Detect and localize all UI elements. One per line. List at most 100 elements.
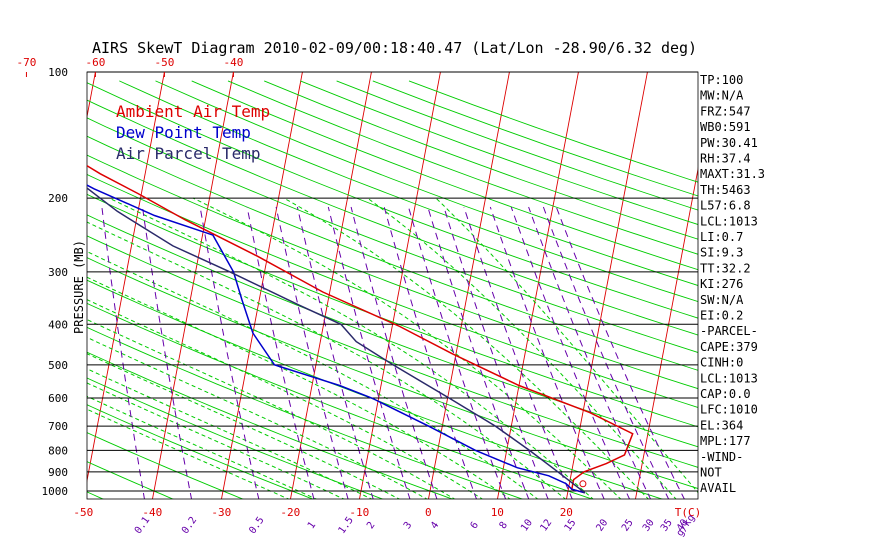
top-temperature-tick-label: -70 bbox=[17, 56, 37, 69]
stat-line: MPL:177 bbox=[700, 434, 751, 448]
dry-adiabat-line bbox=[155, 80, 698, 286]
mixing-ratio-tick-label: 35 bbox=[659, 517, 675, 533]
mixing-ratio-tick-label: 1 bbox=[306, 520, 318, 531]
stat-line: MW:N/A bbox=[700, 89, 744, 103]
dry-adiabat-line bbox=[0, 81, 35, 500]
moist-adiabat-line bbox=[87, 221, 567, 499]
top-temperature-tick-label: -60 bbox=[86, 56, 106, 69]
mixing-ratio-line bbox=[199, 206, 260, 499]
isotherm-line bbox=[221, 72, 303, 499]
stat-line: CINH:0 bbox=[700, 356, 743, 370]
moist-adiabat-line bbox=[87, 319, 456, 499]
stat-line: LFC:1010 bbox=[700, 403, 758, 417]
mixing-ratio-tick-label: 15 bbox=[563, 517, 579, 533]
dry-adiabat-line bbox=[87, 214, 698, 448]
mixing-ratio-tick-label: 0.2 bbox=[180, 515, 199, 536]
mixing-ratio-line bbox=[510, 206, 631, 499]
mixing-ratio-line bbox=[443, 206, 549, 499]
bottom-temperature-tick-label: 20 bbox=[560, 506, 573, 519]
stat-line: SW:N/A bbox=[700, 293, 744, 307]
stat-line: WB0:591 bbox=[700, 120, 751, 134]
dry-adiabat-line bbox=[87, 461, 174, 499]
surface-marker bbox=[579, 480, 587, 488]
dry-adiabat-line bbox=[87, 257, 698, 490]
dry-adiabat-line bbox=[87, 302, 594, 499]
chart-title: AIRS SkewT Diagram 2010-02-09/00:18:40.4… bbox=[92, 39, 697, 57]
top-temperature-tick-label: -40 bbox=[224, 56, 244, 69]
moist-adiabat-line bbox=[435, 197, 698, 494]
moist-adiabat-line bbox=[87, 353, 401, 499]
dry-adiabat-line bbox=[87, 82, 698, 319]
stat-line: -WIND- bbox=[700, 450, 743, 464]
mixing-ratio-line bbox=[246, 206, 315, 499]
moist-adiabat-line bbox=[87, 250, 539, 499]
legend: Ambient Air Temp Dew Point Temp Air Parcel… bbox=[116, 102, 270, 163]
bottom-temperature-tick-label: 0 bbox=[425, 506, 432, 519]
dry-adiabat-line bbox=[87, 154, 698, 390]
dry-adiabat-line bbox=[87, 326, 524, 499]
dry-adiabat-line bbox=[87, 193, 698, 428]
stat-line: TT:32.2 bbox=[700, 261, 751, 275]
dry-adiabat-line bbox=[87, 135, 698, 371]
series-line bbox=[87, 164, 634, 494]
pressure-tick-label: 800 bbox=[48, 444, 68, 457]
axis-ticks: 1000900800700600500400300200100-120-110-… bbox=[17, 56, 702, 539]
isotherm-line bbox=[773, 63, 856, 500]
legend-entry: Ambient Air Temp bbox=[116, 102, 270, 121]
dry-adiabat-line bbox=[87, 99, 698, 336]
moist-adiabat-line bbox=[283, 197, 649, 499]
pressure-tick-label: 700 bbox=[48, 420, 68, 433]
pressure-tick-label: 500 bbox=[48, 359, 68, 372]
x-unit-label: T(C) bbox=[675, 506, 702, 519]
pressure-tick-label: 400 bbox=[48, 318, 68, 331]
mixing-ratio-tick-label: 12 bbox=[538, 517, 554, 533]
moist-adiabat-line bbox=[87, 408, 290, 499]
dry-adiabat-line bbox=[300, 80, 698, 225]
dry-adiabat-line bbox=[87, 491, 105, 499]
stat-line: TH:5463 bbox=[700, 183, 751, 197]
stat-line: -PARCEL- bbox=[700, 324, 758, 338]
stat-line: FRZ:547 bbox=[700, 104, 751, 118]
isobar-lines bbox=[86, 71, 699, 500]
pressure-tick-label: 100 bbox=[48, 66, 68, 79]
mixing-ratio-tick-label: 6 bbox=[469, 520, 481, 531]
stat-line: LCL:1013 bbox=[700, 214, 758, 228]
isotherm-line bbox=[87, 72, 165, 483]
dry-adiabat-line bbox=[227, 80, 698, 255]
stat-line: TP:100 bbox=[700, 73, 743, 87]
dry-adiabat-line bbox=[87, 432, 244, 499]
stat-line: EI:0.2 bbox=[700, 309, 743, 323]
dry-adiabat-line bbox=[87, 235, 698, 468]
mixing-ratio-line bbox=[408, 206, 507, 499]
mixing-ratio-line bbox=[101, 206, 145, 499]
moist-adiabat-line bbox=[87, 368, 373, 499]
isotherm-line bbox=[152, 72, 234, 499]
stat-line: RH:37.4 bbox=[700, 152, 751, 166]
isotherm-line bbox=[635, 166, 698, 499]
dry-adiabat-line bbox=[119, 80, 698, 303]
plot-frame bbox=[86, 71, 699, 500]
pressure-tick-label: 200 bbox=[48, 192, 68, 205]
mixing-ratio-line bbox=[350, 206, 438, 499]
dry-adiabat-line bbox=[191, 80, 698, 271]
mixing-ratio-tick-label: 3 bbox=[402, 520, 414, 531]
bottom-temperature-tick-label: -20 bbox=[280, 506, 300, 519]
moist-adiabat-line bbox=[108, 197, 594, 499]
isotherm-line bbox=[566, 72, 648, 499]
pressure-tick-label: 300 bbox=[48, 266, 68, 279]
bottom-temperature-tick-label: -50 bbox=[73, 506, 93, 519]
stat-line: PW:30.41 bbox=[700, 136, 758, 150]
mixing-ratio-line bbox=[383, 206, 477, 499]
stat-line: SI:9.3 bbox=[700, 246, 743, 260]
stat-line: MAXT:31.3 bbox=[700, 167, 765, 181]
mixing-ratio-line bbox=[555, 206, 685, 499]
dry-adiabat-line bbox=[372, 80, 698, 197]
mixing-ratio-line bbox=[327, 206, 411, 499]
moist-adiabat-line bbox=[192, 197, 622, 499]
mixing-ratio-line bbox=[296, 206, 374, 499]
dry-adiabat-line bbox=[87, 404, 314, 499]
mixing-ratio-tick-label: 0.5 bbox=[247, 515, 266, 536]
mixing-ratio-tick-label: 30 bbox=[641, 517, 657, 533]
